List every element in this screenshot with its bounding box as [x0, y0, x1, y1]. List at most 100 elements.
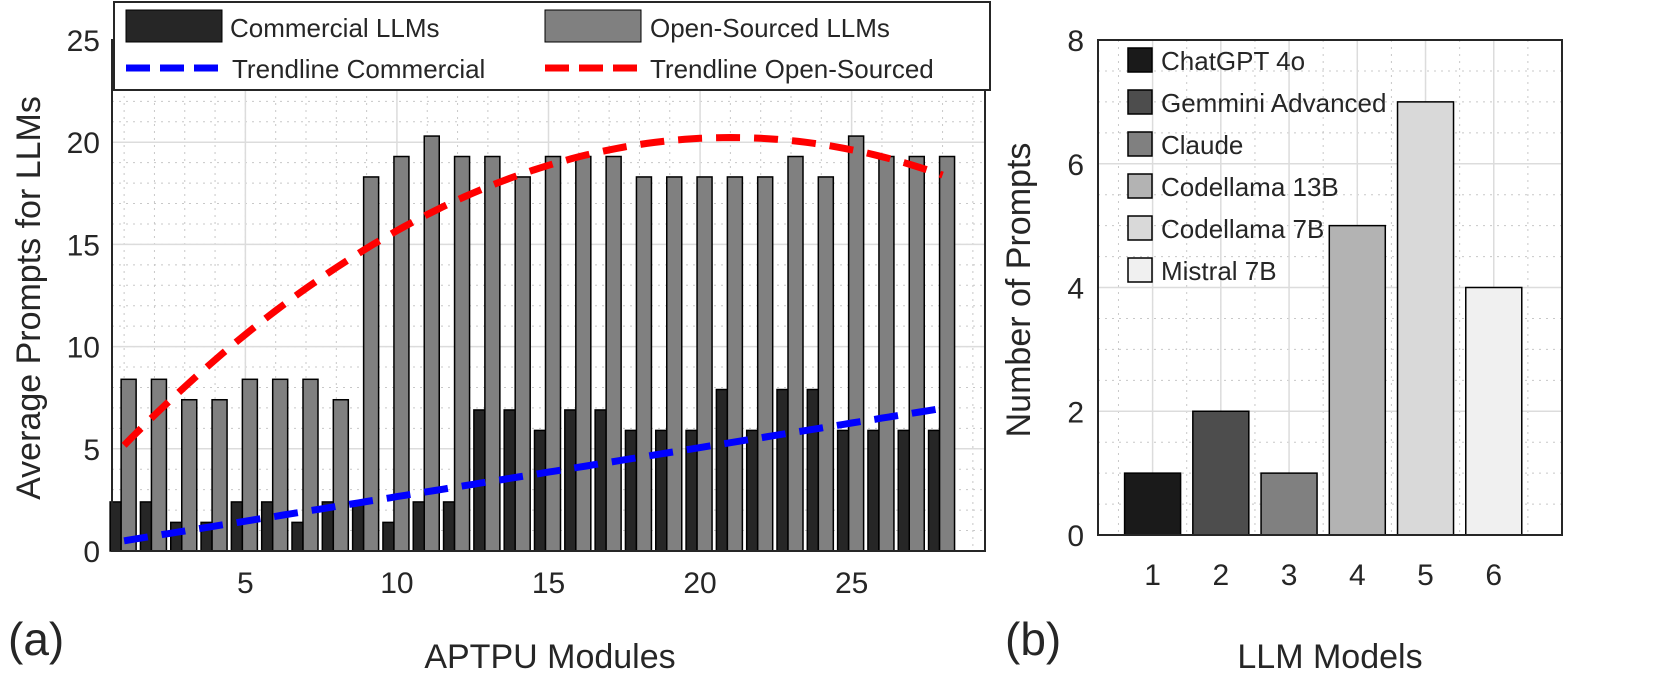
legend-label: Codellama 7B: [1161, 214, 1324, 244]
bar-open-sourced: [484, 155, 501, 552]
bar-open-sourced: [544, 155, 562, 552]
legend-swatch: [1127, 173, 1153, 199]
x-tick-label: 6: [1485, 559, 1502, 592]
y-tick-label: 6: [1067, 149, 1084, 182]
trendline-commercial: [123, 404, 944, 545]
chart-a: 0 5 10 15 20 25 5 10 15 20 25: [67, 25, 986, 600]
legend-label: Mistral 7B: [1161, 256, 1277, 286]
bar-open-sourced: [120, 378, 137, 552]
bar-open-sourced: [696, 176, 713, 552]
bar-open-sourced: [271, 378, 289, 552]
x-tick-label: 5: [1417, 559, 1434, 592]
legend-swatch-commercial: [125, 9, 223, 43]
chart-b-ylabel: Number of Prompts: [1000, 143, 1038, 438]
bar-commercial: [806, 388, 820, 552]
legend-label-trend-commercial: Trendline Commercial: [232, 54, 485, 84]
bar-open-sourced: [847, 135, 865, 552]
legend-swatch: [1127, 257, 1153, 283]
bar-codellama-7b: [1396, 101, 1455, 536]
bar-commercial: [139, 501, 153, 552]
bar-commercial: [564, 409, 577, 552]
bar-commercial: [382, 521, 395, 552]
bar-open-sourced: [302, 378, 319, 552]
bar-open-sourced: [332, 398, 350, 552]
trendline-open-sourced: [121, 133, 944, 448]
chart-a-xlabel: APTPU Modules: [424, 638, 675, 676]
legend-label: ChatGPT 4o: [1161, 46, 1305, 76]
bar-commercial: [260, 501, 274, 552]
bar-open-sourced: [453, 155, 471, 552]
bar-commercial: [594, 409, 607, 552]
panel-b-label: (b): [1005, 613, 1061, 665]
bar-claude: [1260, 472, 1318, 536]
y-tick-label: 5: [83, 434, 100, 467]
y-tick-label: 20: [67, 127, 100, 160]
y-tick-label: 8: [1067, 25, 1084, 58]
legend-label: Codellama 13B: [1161, 172, 1339, 202]
bar-commercial: [533, 429, 547, 552]
legend-swatch-open: [544, 9, 642, 43]
x-tick-label: 4: [1349, 559, 1366, 592]
chart-a-legend: Commercial LLMs Open-Sourced LLMs Trendl…: [113, 1, 991, 91]
bar-open-sourced: [605, 155, 622, 552]
y-tick-label: 0: [83, 536, 100, 569]
y-tick-label: 15: [67, 229, 100, 262]
legend-swatch: [1127, 215, 1153, 241]
y-tick-label: 2: [1067, 396, 1084, 429]
y-tick-label: 10: [67, 332, 100, 365]
bar-open-sourced: [878, 155, 895, 552]
x-tick-label: 1: [1144, 559, 1161, 592]
x-tick-label: 10: [380, 567, 413, 600]
legend-label-open: Open-Sourced LLMs: [650, 13, 890, 43]
chart-b-xlabel: LLM Models: [1237, 638, 1422, 676]
bar-commercial: [412, 501, 425, 552]
legend-label: Claude: [1161, 130, 1243, 160]
legend-label: Gemmini Advanced: [1161, 88, 1386, 118]
panel-a-label: (a): [8, 613, 64, 665]
y-tick-label: 25: [67, 25, 100, 58]
bar-commercial: [897, 429, 910, 552]
y-tick-label: 0: [1067, 520, 1084, 553]
x-tick-label: 20: [683, 567, 716, 600]
legend-label-commercial: Commercial LLMs: [230, 13, 440, 43]
bar-open-sourced: [575, 155, 592, 552]
bar-commercial: [351, 501, 365, 552]
chart-b: 0 2 4 6 8 1 2 3 4 5 6 ChatGPT 4o Gemmini Advanced Cla…: [1067, 25, 1563, 592]
bar-codellama-13b: [1328, 224, 1387, 536]
bar-open-sourced: [938, 155, 956, 552]
bar-open-sourced: [362, 176, 380, 552]
bar-commercial: [624, 429, 638, 552]
bar-open-sourced: [666, 176, 683, 552]
bar-commercial: [170, 521, 183, 552]
bar-chatgpt-4o: [1123, 472, 1182, 536]
bar-gemmini-advanced: [1192, 410, 1250, 536]
bar-commercial: [715, 388, 729, 552]
plot-frame: [1097, 39, 1563, 536]
bar-open-sourced: [817, 176, 835, 552]
bar-open-sourced: [726, 176, 744, 552]
y-tick-label: 4: [1067, 273, 1084, 306]
legend-swatch: [1127, 131, 1153, 157]
bar-open-sourced: [756, 176, 774, 552]
legend-swatch: [1127, 47, 1153, 73]
bar-open-sourced: [635, 176, 653, 552]
legend-label-trend-open: Trendline Open-Sourced: [650, 54, 934, 84]
x-tick-label: 25: [835, 567, 868, 600]
bar-open-sourced: [514, 176, 531, 552]
bar-commercial: [776, 388, 789, 552]
legend-swatch: [1127, 89, 1153, 115]
x-tick-label: 15: [532, 567, 565, 600]
x-tick-label: 3: [1281, 559, 1298, 592]
bar-commercial: [867, 429, 880, 552]
x-tick-label: 5: [237, 567, 254, 600]
bar-commercial: [291, 521, 304, 552]
bar-open-sourced: [241, 378, 259, 552]
bar-mistral-7b: [1465, 286, 1523, 536]
bar-commercial: [230, 501, 244, 552]
bar-open-sourced: [908, 155, 925, 552]
bar-open-sourced: [787, 155, 804, 552]
bar-commercial: [927, 429, 941, 552]
bar-commercial: [745, 429, 759, 552]
bar-commercial: [836, 429, 850, 552]
